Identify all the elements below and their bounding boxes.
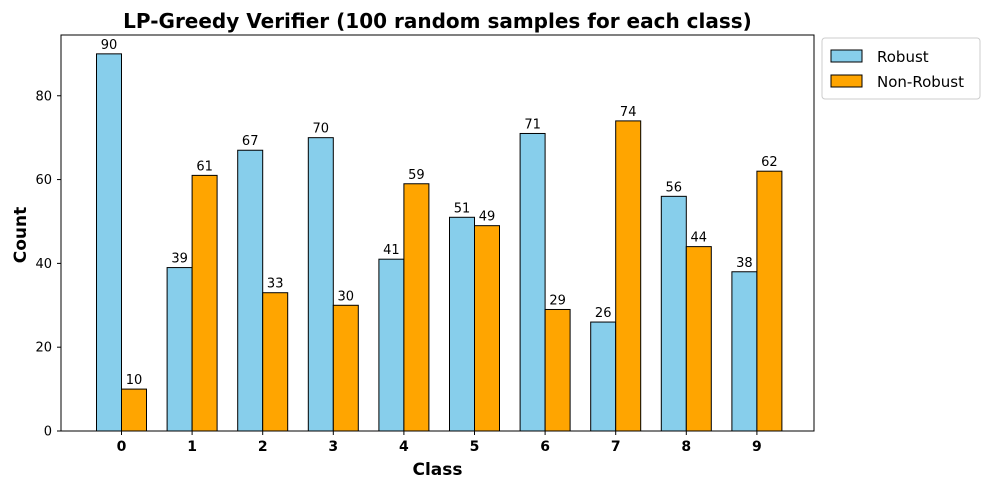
bar-non-robust-class-7 (615, 120, 642, 432)
legend-swatch-non-robust (830, 74, 863, 88)
data-label-robust-class-7: 26 (595, 306, 612, 321)
y-tick-label: 0 (44, 425, 52, 440)
y-axis-label: Count (11, 207, 31, 264)
bar-non-robust-class-5 (474, 225, 500, 432)
x-tick-label: 7 (611, 439, 621, 455)
data-label-non-robust-class-7: 74 (620, 105, 637, 120)
data-label-non-robust-class-1: 61 (196, 159, 213, 174)
data-label-robust-class-5: 51 (454, 201, 471, 216)
x-tick-label: 6 (540, 439, 550, 455)
data-label-robust-class-2: 67 (242, 134, 259, 149)
bar-robust-class-6 (519, 132, 546, 432)
data-label-non-robust-class-0: 10 (126, 373, 143, 388)
data-label-robust-class-9: 38 (736, 256, 753, 271)
data-label-non-robust-class-4: 59 (408, 168, 425, 183)
bar-robust-class-9 (731, 271, 758, 432)
data-label-non-robust-class-5: 49 (479, 210, 496, 225)
x-axis-label: Class (412, 460, 462, 480)
bar-non-robust-class-8 (685, 246, 712, 432)
x-tick-label: 2 (258, 439, 268, 455)
bar-non-robust-class-2 (262, 292, 289, 432)
x-tick-label: 1 (187, 439, 197, 455)
data-label-robust-class-8: 56 (666, 180, 683, 195)
bar-robust-class-5 (449, 216, 475, 432)
bar-non-robust-class-9 (756, 170, 783, 432)
x-tick-label: 0 (117, 439, 127, 455)
bar-non-robust-class-0 (121, 388, 147, 432)
legend: Robust Non-Robust (821, 37, 981, 100)
legend-label-non-robust: Non-Robust (877, 73, 964, 91)
data-label-non-robust-class-3: 30 (338, 289, 355, 304)
data-label-non-robust-class-2: 33 (267, 277, 284, 292)
data-label-robust-class-0: 90 (101, 38, 118, 53)
bar-robust-class-3 (307, 137, 334, 432)
bar-robust-class-4 (378, 258, 405, 432)
data-labels-layer: 90 10 39 61 67 33 70 30 41 59 51 49 71 29 26 74 56 44 38 62 (101, 38, 778, 388)
data-label-non-robust-class-6: 29 (549, 293, 566, 308)
bar-non-robust-class-4 (403, 183, 430, 432)
y-tick-label: 60 (35, 173, 52, 188)
data-label-robust-class-1: 39 (171, 252, 188, 267)
bar-non-robust-class-1 (191, 174, 218, 432)
y-tick-label: 80 (35, 89, 52, 104)
data-label-non-robust-class-8: 44 (691, 231, 708, 246)
chart-title: LP-Greedy Verifier (100 random samples f… (123, 9, 752, 33)
bar-robust-class-2 (237, 149, 264, 432)
y-tick-label: 20 (35, 341, 52, 356)
bar-robust-class-7 (590, 321, 617, 432)
data-label-robust-class-4: 41 (383, 243, 400, 258)
legend-swatch-robust (830, 49, 863, 63)
bar-robust-class-8 (660, 195, 687, 432)
x-tick-label: 5 (470, 439, 480, 455)
data-label-non-robust-class-9: 62 (761, 155, 778, 170)
data-label-robust-class-6: 71 (524, 117, 541, 132)
plot-frame (60, 34, 815, 432)
data-label-robust-class-3: 70 (313, 122, 330, 137)
x-tick-label: 9 (752, 439, 762, 455)
x-tick-label: 8 (681, 439, 691, 455)
legend-label-robust: Robust (877, 48, 929, 66)
y-tick-label: 40 (35, 257, 52, 272)
x-tick-label: 3 (328, 439, 338, 455)
bar-robust-class-1 (166, 267, 193, 432)
bar-robust-class-0 (96, 53, 122, 432)
bar-non-robust-class-3 (332, 304, 359, 432)
x-tick-label: 4 (399, 439, 409, 455)
bar-non-robust-class-6 (544, 308, 571, 432)
bars-layer (96, 53, 783, 432)
